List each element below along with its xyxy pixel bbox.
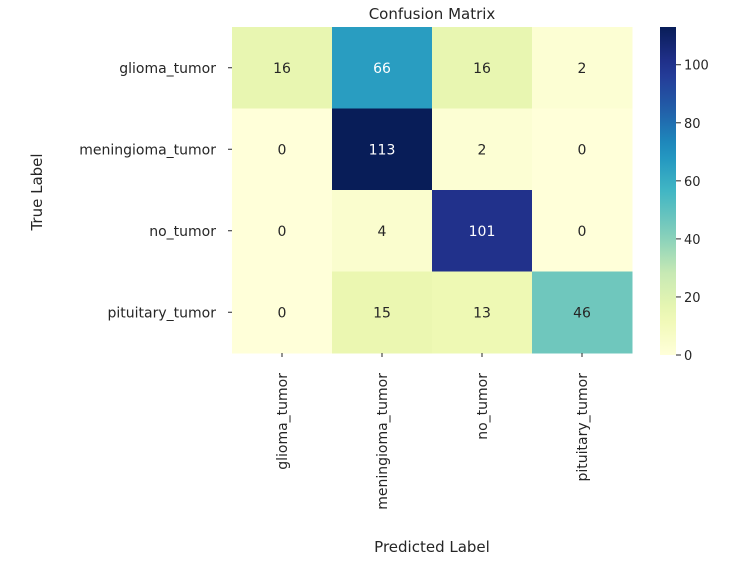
cell-value-label: 15 (373, 305, 391, 321)
heatmap-cell (332, 271, 433, 354)
x-tick-labels: glioma_tumor meningioma_tumor no_tumor pitu… (275, 353, 591, 510)
colorbar-tick-label: 60 (684, 175, 701, 190)
y-tick-label: no_tumor (149, 224, 216, 240)
cell-value-label: 16 (473, 61, 491, 77)
heatmap-cell (332, 190, 433, 272)
heatmap-cell (232, 190, 333, 272)
x-tick-label: no_tumor (475, 373, 491, 440)
y-tick-label: pituitary_tumor (108, 305, 217, 321)
heatmap-cell (432, 190, 533, 272)
cell-value-label: 0 (278, 142, 287, 158)
chart-title: Confusion Matrix (369, 5, 496, 23)
cell-value-label: 2 (478, 142, 487, 158)
y-axis-label: True Label (28, 153, 46, 231)
heatmap-cell (432, 27, 533, 109)
heatmap-cell (232, 271, 333, 354)
cell-value-label: 16 (273, 61, 291, 77)
colorbar: 0 20 40 60 80 100 (660, 27, 709, 364)
colorbar-tick-label: 0 (684, 349, 692, 364)
heatmap-cell (332, 108, 433, 191)
cell-value-label: 66 (373, 61, 391, 77)
heatmap-cell (532, 27, 633, 109)
x-tick-label: pituitary_tumor (575, 373, 591, 482)
heatmap-cell (332, 27, 433, 109)
heatmap-cell (232, 27, 333, 109)
cell-value-label: 101 (469, 224, 496, 240)
cell-value-label: 113 (369, 142, 396, 158)
cell-annotations: 16 66 16 2 0 113 2 0 0 4 101 0 0 15 13 46 (273, 61, 591, 322)
colorbar-tick-label: 40 (684, 233, 701, 248)
y-tick-label: glioma_tumor (119, 61, 216, 77)
heatmap-cell (432, 108, 533, 191)
cell-value-label: 0 (278, 305, 287, 321)
cell-value-label: 46 (573, 305, 591, 321)
cell-value-label: 4 (378, 224, 387, 240)
cell-value-label: 2 (578, 61, 587, 77)
colorbar-tick-label: 80 (684, 117, 701, 132)
cell-value-label: 0 (278, 224, 287, 240)
heatmap-cells (232, 27, 633, 354)
y-tick-label: meningioma_tumor (79, 142, 216, 158)
colorbar-gradient (660, 27, 676, 355)
x-tick-label: glioma_tumor (275, 373, 291, 470)
cell-value-label: 13 (473, 305, 491, 321)
colorbar-tick-label: 20 (684, 291, 701, 306)
x-axis-label: Predicted Label (374, 538, 490, 556)
cell-value-label: 0 (578, 142, 587, 158)
heatmap-cell (532, 108, 633, 191)
x-tick-label: meningioma_tumor (375, 373, 391, 510)
heatmap-cell (232, 108, 333, 191)
cell-value-label: 0 (578, 224, 587, 240)
colorbar-tick-label: 100 (684, 59, 709, 74)
heatmap-cell (532, 271, 633, 354)
heatmap-cell (432, 271, 533, 354)
heatmap-cell (532, 190, 633, 272)
y-tick-labels: glioma_tumor meningioma_tumor no_tumorpitu… (79, 61, 232, 321)
